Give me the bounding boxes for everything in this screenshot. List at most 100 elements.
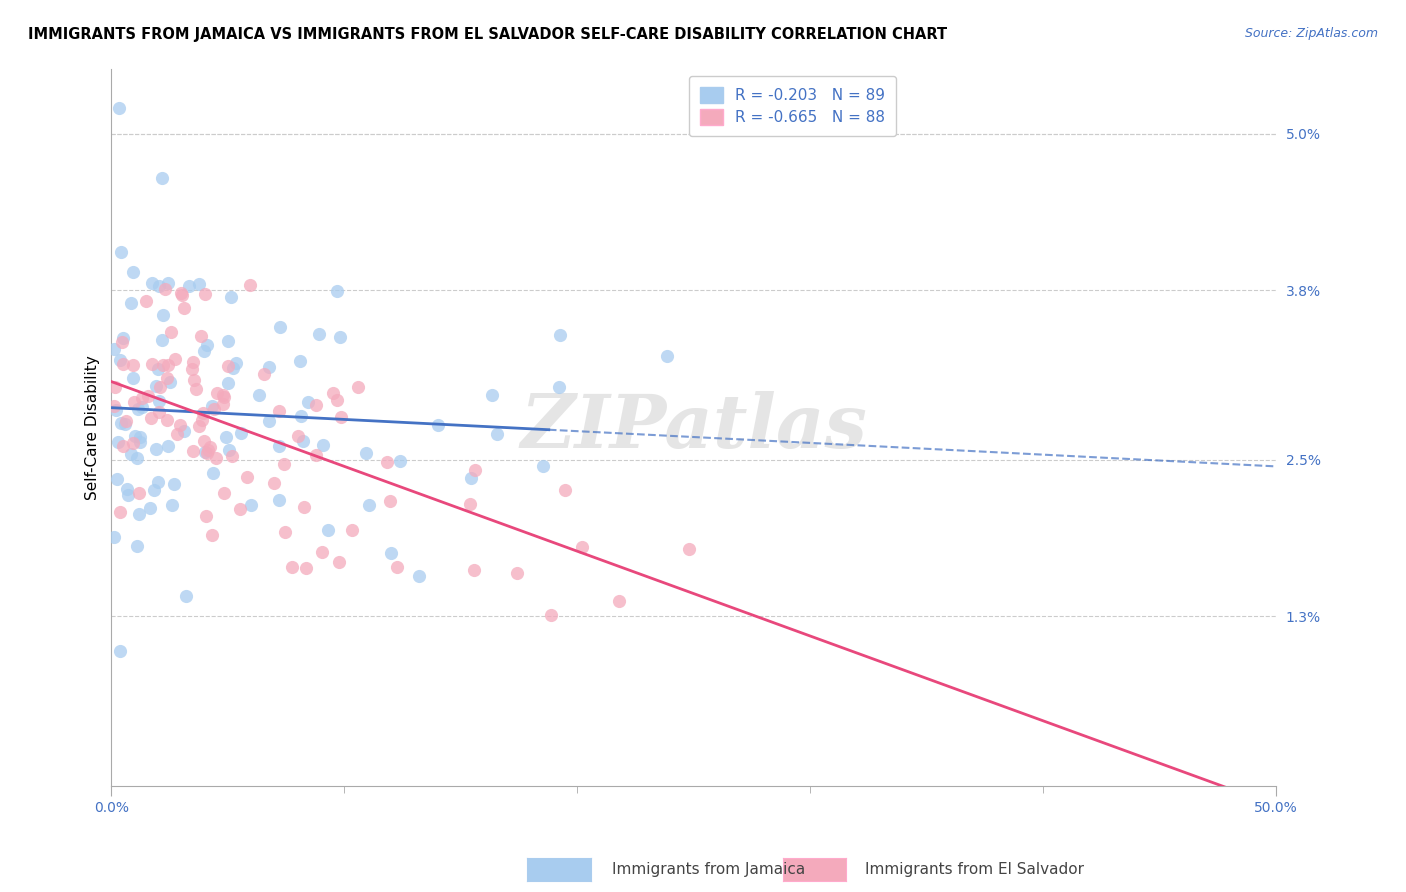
- Point: [217, 359, 239, 373]
- Point: [253, 367, 276, 381]
- Point: [212, 390, 235, 404]
- Point: [221, 361, 243, 376]
- Point: [218, 443, 240, 458]
- Point: [173, 301, 195, 316]
- Point: [181, 354, 204, 368]
- Point: [188, 277, 211, 291]
- Point: [460, 471, 482, 485]
- Point: [215, 430, 238, 444]
- Point: [347, 380, 370, 394]
- Point: [108, 643, 131, 657]
- Point: [267, 439, 290, 453]
- Point: [157, 439, 180, 453]
- Point: [108, 101, 131, 115]
- Point: [160, 499, 183, 513]
- Point: [505, 566, 527, 580]
- Point: [375, 455, 398, 469]
- Point: [607, 594, 630, 608]
- Point: [135, 294, 157, 309]
- Point: [163, 477, 186, 491]
- Point: [141, 357, 163, 371]
- Point: [122, 358, 145, 372]
- Point: [194, 509, 217, 524]
- Point: [212, 397, 235, 411]
- Point: [380, 494, 402, 508]
- Point: [103, 530, 125, 544]
- Point: [328, 555, 350, 569]
- Point: [174, 589, 197, 603]
- Point: [127, 401, 149, 416]
- Point: [273, 457, 295, 471]
- Point: [217, 334, 239, 348]
- Text: Source: ZipAtlas.com: Source: ZipAtlas.com: [1244, 27, 1378, 40]
- Point: [326, 284, 349, 298]
- Point: [148, 393, 170, 408]
- Point: [170, 286, 193, 301]
- Point: [295, 561, 318, 575]
- Point: [156, 370, 179, 384]
- Point: [127, 539, 149, 553]
- Point: [354, 446, 377, 460]
- Point: [205, 451, 228, 466]
- Point: [408, 569, 430, 583]
- Point: [181, 362, 204, 376]
- Point: [322, 386, 344, 401]
- Point: [257, 414, 280, 428]
- Point: [157, 359, 180, 373]
- Point: [105, 472, 128, 486]
- Point: [257, 359, 280, 374]
- Point: [152, 308, 174, 322]
- Point: [111, 334, 134, 349]
- Point: [311, 545, 333, 559]
- Point: [231, 425, 253, 440]
- Point: [112, 357, 135, 371]
- Point: [179, 279, 201, 293]
- Point: [131, 391, 153, 405]
- Point: [547, 379, 569, 393]
- Point: [181, 444, 204, 458]
- Point: [194, 445, 217, 459]
- Point: [110, 245, 132, 260]
- Point: [129, 430, 152, 444]
- Point: [678, 542, 700, 557]
- Point: [191, 413, 214, 427]
- Point: [247, 388, 270, 402]
- Point: [128, 435, 150, 450]
- Point: [571, 541, 593, 555]
- Point: [173, 424, 195, 438]
- Point: [305, 448, 328, 462]
- Point: [481, 388, 503, 402]
- Point: [150, 333, 173, 347]
- Point: [131, 401, 153, 415]
- Point: [190, 328, 212, 343]
- Point: [156, 277, 179, 291]
- Point: [122, 395, 145, 409]
- Point: [290, 353, 312, 368]
- Point: [225, 356, 247, 370]
- Text: Immigrants from El Salvador: Immigrants from El Salvador: [865, 863, 1084, 877]
- Point: [531, 458, 554, 473]
- Point: [193, 434, 215, 448]
- Text: IMMIGRANTS FROM JAMAICA VS IMMIGRANTS FROM EL SALVADOR SELF-CARE DISABILITY CORR: IMMIGRANTS FROM JAMAICA VS IMMIGRANTS FR…: [28, 27, 948, 42]
- Point: [108, 353, 131, 368]
- Point: [198, 440, 221, 454]
- Point: [463, 563, 485, 577]
- Point: [217, 376, 239, 390]
- Point: [312, 438, 335, 452]
- Point: [212, 388, 235, 402]
- Point: [148, 278, 170, 293]
- Point: [120, 296, 142, 310]
- Point: [145, 442, 167, 456]
- Point: [357, 498, 380, 512]
- Point: [269, 320, 291, 334]
- Point: [165, 352, 187, 367]
- Point: [287, 429, 309, 443]
- Point: [139, 411, 162, 425]
- Point: [184, 382, 207, 396]
- Point: [122, 265, 145, 279]
- Point: [329, 329, 352, 343]
- Point: [267, 492, 290, 507]
- Point: [239, 277, 262, 292]
- Point: [169, 418, 191, 433]
- Point: [107, 434, 129, 449]
